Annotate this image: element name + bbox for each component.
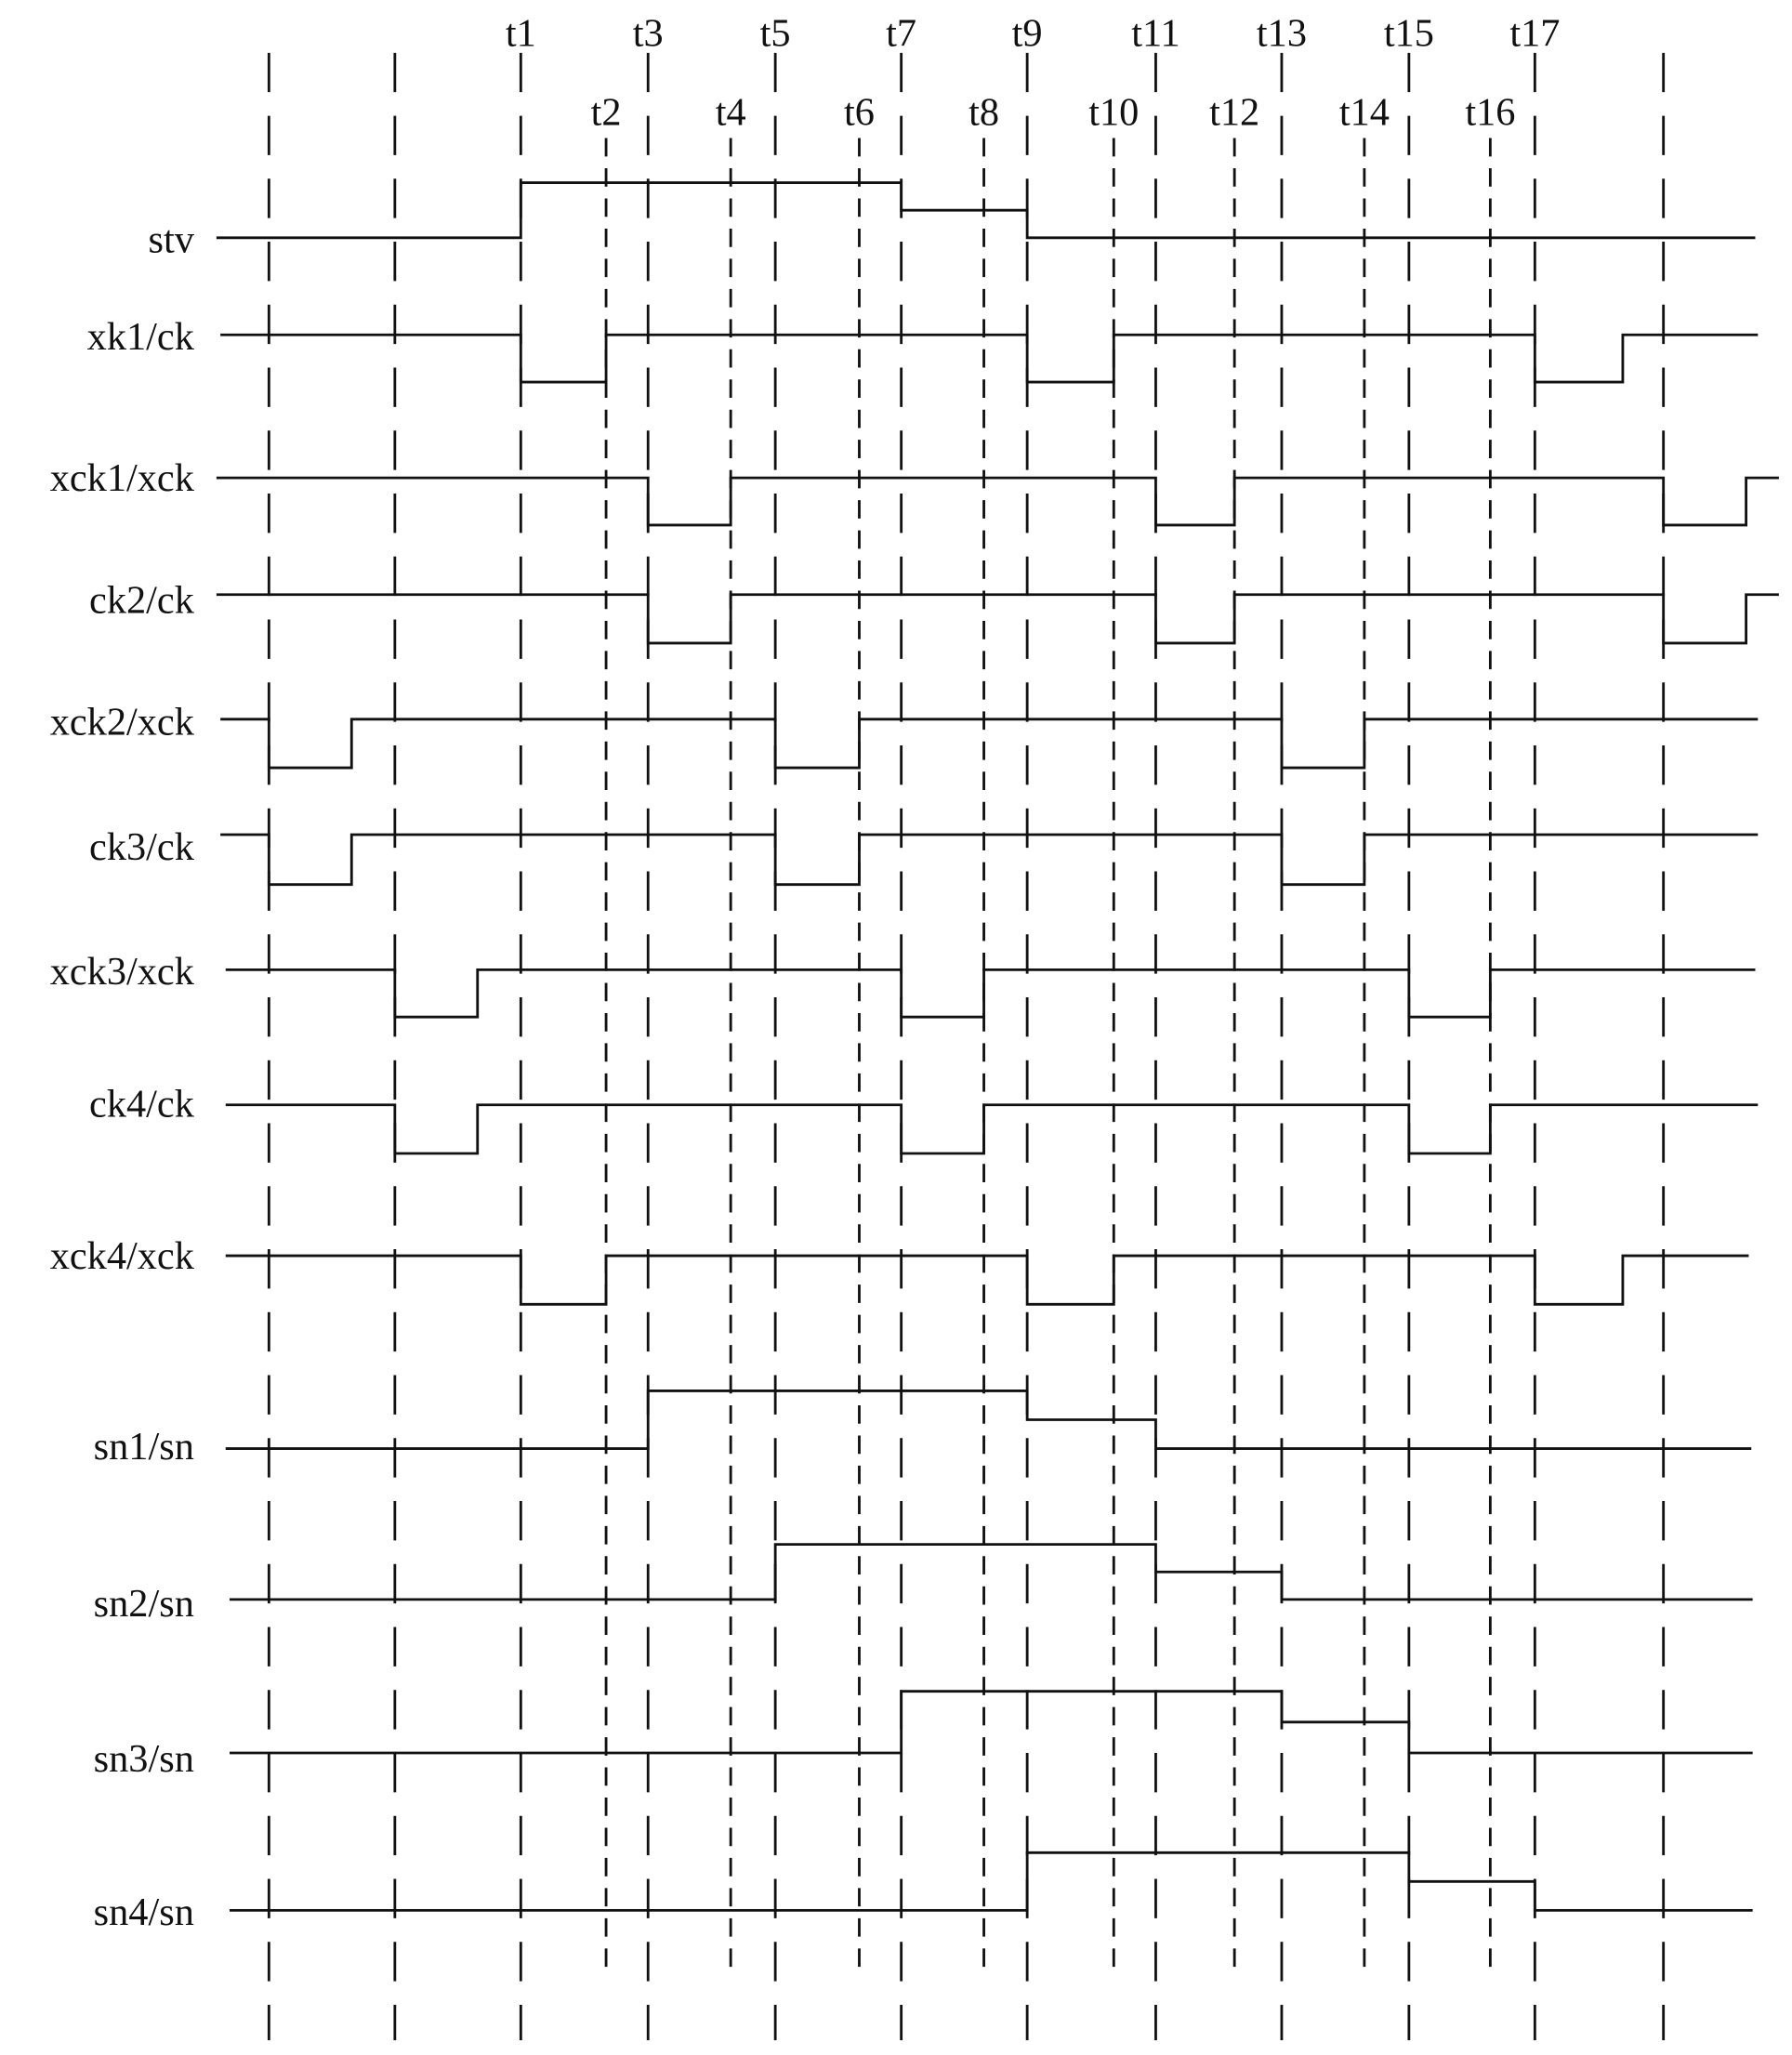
waveform	[225, 1390, 1752, 1450]
time-label-t7: t7	[886, 12, 916, 56]
signal-sn2-sn: sn2/sn	[94, 1543, 1753, 1626]
signal-sn1-sn: sn1/sn	[94, 1390, 1752, 1469]
waveform	[216, 181, 1756, 240]
time-gridlines	[267, 52, 1666, 2041]
time-label-t13: t13	[1257, 12, 1307, 56]
waveform	[225, 1254, 1749, 1306]
time-label-t15: t15	[1384, 12, 1434, 56]
signals: stv xk1/ck xck1/xck ck2/ck xck2/xck ck3/ck xck…	[50, 181, 1779, 1934]
signal-xck3-xck: xck3/xck	[50, 950, 1756, 1019]
time-label-t5: t5	[760, 12, 791, 56]
time-label-t3: t3	[633, 12, 664, 56]
time-label-t10: t10	[1088, 90, 1139, 134]
signal-label: xck1/xck	[50, 456, 195, 500]
time-label-t1: t1	[506, 12, 536, 56]
signal-sn4-sn: sn4/sn	[94, 1851, 1753, 1934]
signal-label: ck2/ck	[89, 578, 195, 622]
signal-label: sn3/sn	[94, 1737, 194, 1781]
time-label-t9: t9	[1012, 12, 1043, 56]
signal-xck1-xck: xck1/xck	[50, 456, 1779, 527]
signal-label: xck4/xck	[50, 1234, 195, 1278]
signal-ck4-ck: ck4/ck	[89, 1082, 1759, 1155]
time-label-t17: t17	[1509, 12, 1560, 56]
time-label-t4: t4	[716, 90, 746, 134]
signal-label: sn2/sn	[94, 1582, 194, 1626]
signal-xck4-xck: xck4/xck	[50, 1234, 1749, 1306]
signal-label: sn4/sn	[94, 1890, 194, 1934]
time-label-t16: t16	[1465, 90, 1515, 134]
time-label-t12: t12	[1209, 90, 1259, 134]
waveform	[220, 718, 1759, 770]
time-label-t6: t6	[844, 90, 875, 134]
signal-label: xck2/xck	[50, 701, 195, 744]
time-label-t14: t14	[1339, 90, 1390, 134]
waveform	[229, 1851, 1753, 1912]
signal-ck3-ck: ck3/ck	[89, 825, 1759, 887]
waveform	[220, 333, 1759, 384]
signal-label: ck4/ck	[89, 1082, 195, 1126]
waveform	[216, 593, 1779, 645]
signal-xk1-ck: xk1/ck	[87, 315, 1759, 384]
signal-ck2-ck: ck2/ck	[89, 578, 1779, 645]
waveform	[229, 1690, 1753, 1755]
signal-label: sn1/sn	[94, 1425, 194, 1469]
waveform	[216, 476, 1779, 527]
signal-label: ck3/ck	[89, 825, 195, 869]
time-label-t11: t11	[1131, 12, 1180, 56]
waveform	[220, 833, 1759, 887]
waveform	[229, 1543, 1753, 1601]
signal-label: xk1/ck	[87, 315, 195, 359]
waveform	[225, 968, 1756, 1019]
signal-stv: stv	[148, 181, 1756, 261]
time-label-t2: t2	[591, 90, 622, 134]
time-label-t8: t8	[968, 90, 999, 134]
signal-label: stv	[148, 217, 194, 261]
signal-xck2-xck: xck2/xck	[50, 701, 1759, 770]
signal-sn3-sn: sn3/sn	[94, 1690, 1753, 1781]
signal-label: xck3/xck	[50, 950, 195, 994]
waveform	[225, 1103, 1759, 1155]
